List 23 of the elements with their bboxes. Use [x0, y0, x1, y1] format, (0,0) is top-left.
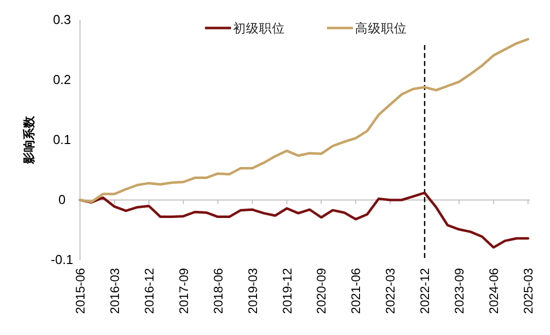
x-tick-label: 2025-03: [522, 268, 536, 314]
x-tick-label: 2015-06: [74, 268, 88, 314]
x-tick-label: 2019-03: [246, 268, 260, 314]
x-tick-label: 2018-06: [211, 268, 226, 314]
x-tick-label: 2022-12: [418, 268, 432, 314]
legend-label: 初级职位: [233, 22, 285, 36]
x-tick-label: 2023-09: [452, 268, 467, 314]
x-tick-label: 2016-03: [108, 268, 122, 314]
x-tick-label: 2020-09: [314, 268, 329, 314]
y-tick-label: 0: [58, 192, 66, 207]
y-tick-label: -0.1: [50, 252, 74, 267]
x-tick-label: 2017-09: [176, 268, 191, 314]
x-tick-label: 2016-12: [142, 268, 156, 314]
legend-label: 高级职位: [355, 20, 407, 36]
x-tick-label: 2021-06: [349, 268, 364, 314]
x-tick-label: 2022-03: [384, 268, 398, 314]
x-tick-label: 2024-06: [487, 268, 502, 314]
x-tick-label: 2019-12: [280, 268, 294, 314]
line-series: [78, 38, 530, 204]
y-tick-label: 0.1: [52, 132, 72, 147]
y-tick-label: 0.3: [52, 12, 72, 27]
y-axis-title: 影响系数: [22, 115, 36, 165]
y-tick-label: 0.2: [52, 72, 72, 87]
